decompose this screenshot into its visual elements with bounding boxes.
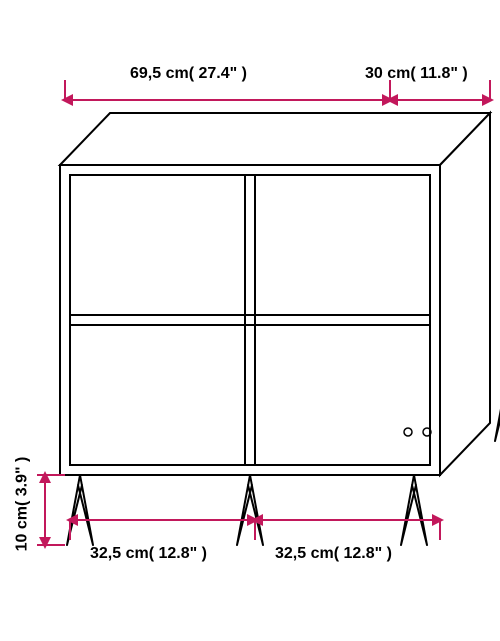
front-leg-1 [237,475,263,545]
dim-bottom-left-label: 32,5 cm( 12.8" ) [90,545,207,563]
top-surface [60,113,490,165]
dim-leg-height-label: 10 cm( 3.9" ) [13,457,31,552]
dim-top-depth-label: 30 cm( 11.8" ) [365,65,468,83]
front-leg-2 [401,475,427,545]
front-face [60,165,440,475]
dim-top-width-label: 69,5 cm( 27.4" ) [130,65,247,83]
right-face [440,113,490,475]
dim-bottom-right-label: 32,5 cm( 12.8" ) [275,545,392,563]
back-leg [495,371,500,441]
